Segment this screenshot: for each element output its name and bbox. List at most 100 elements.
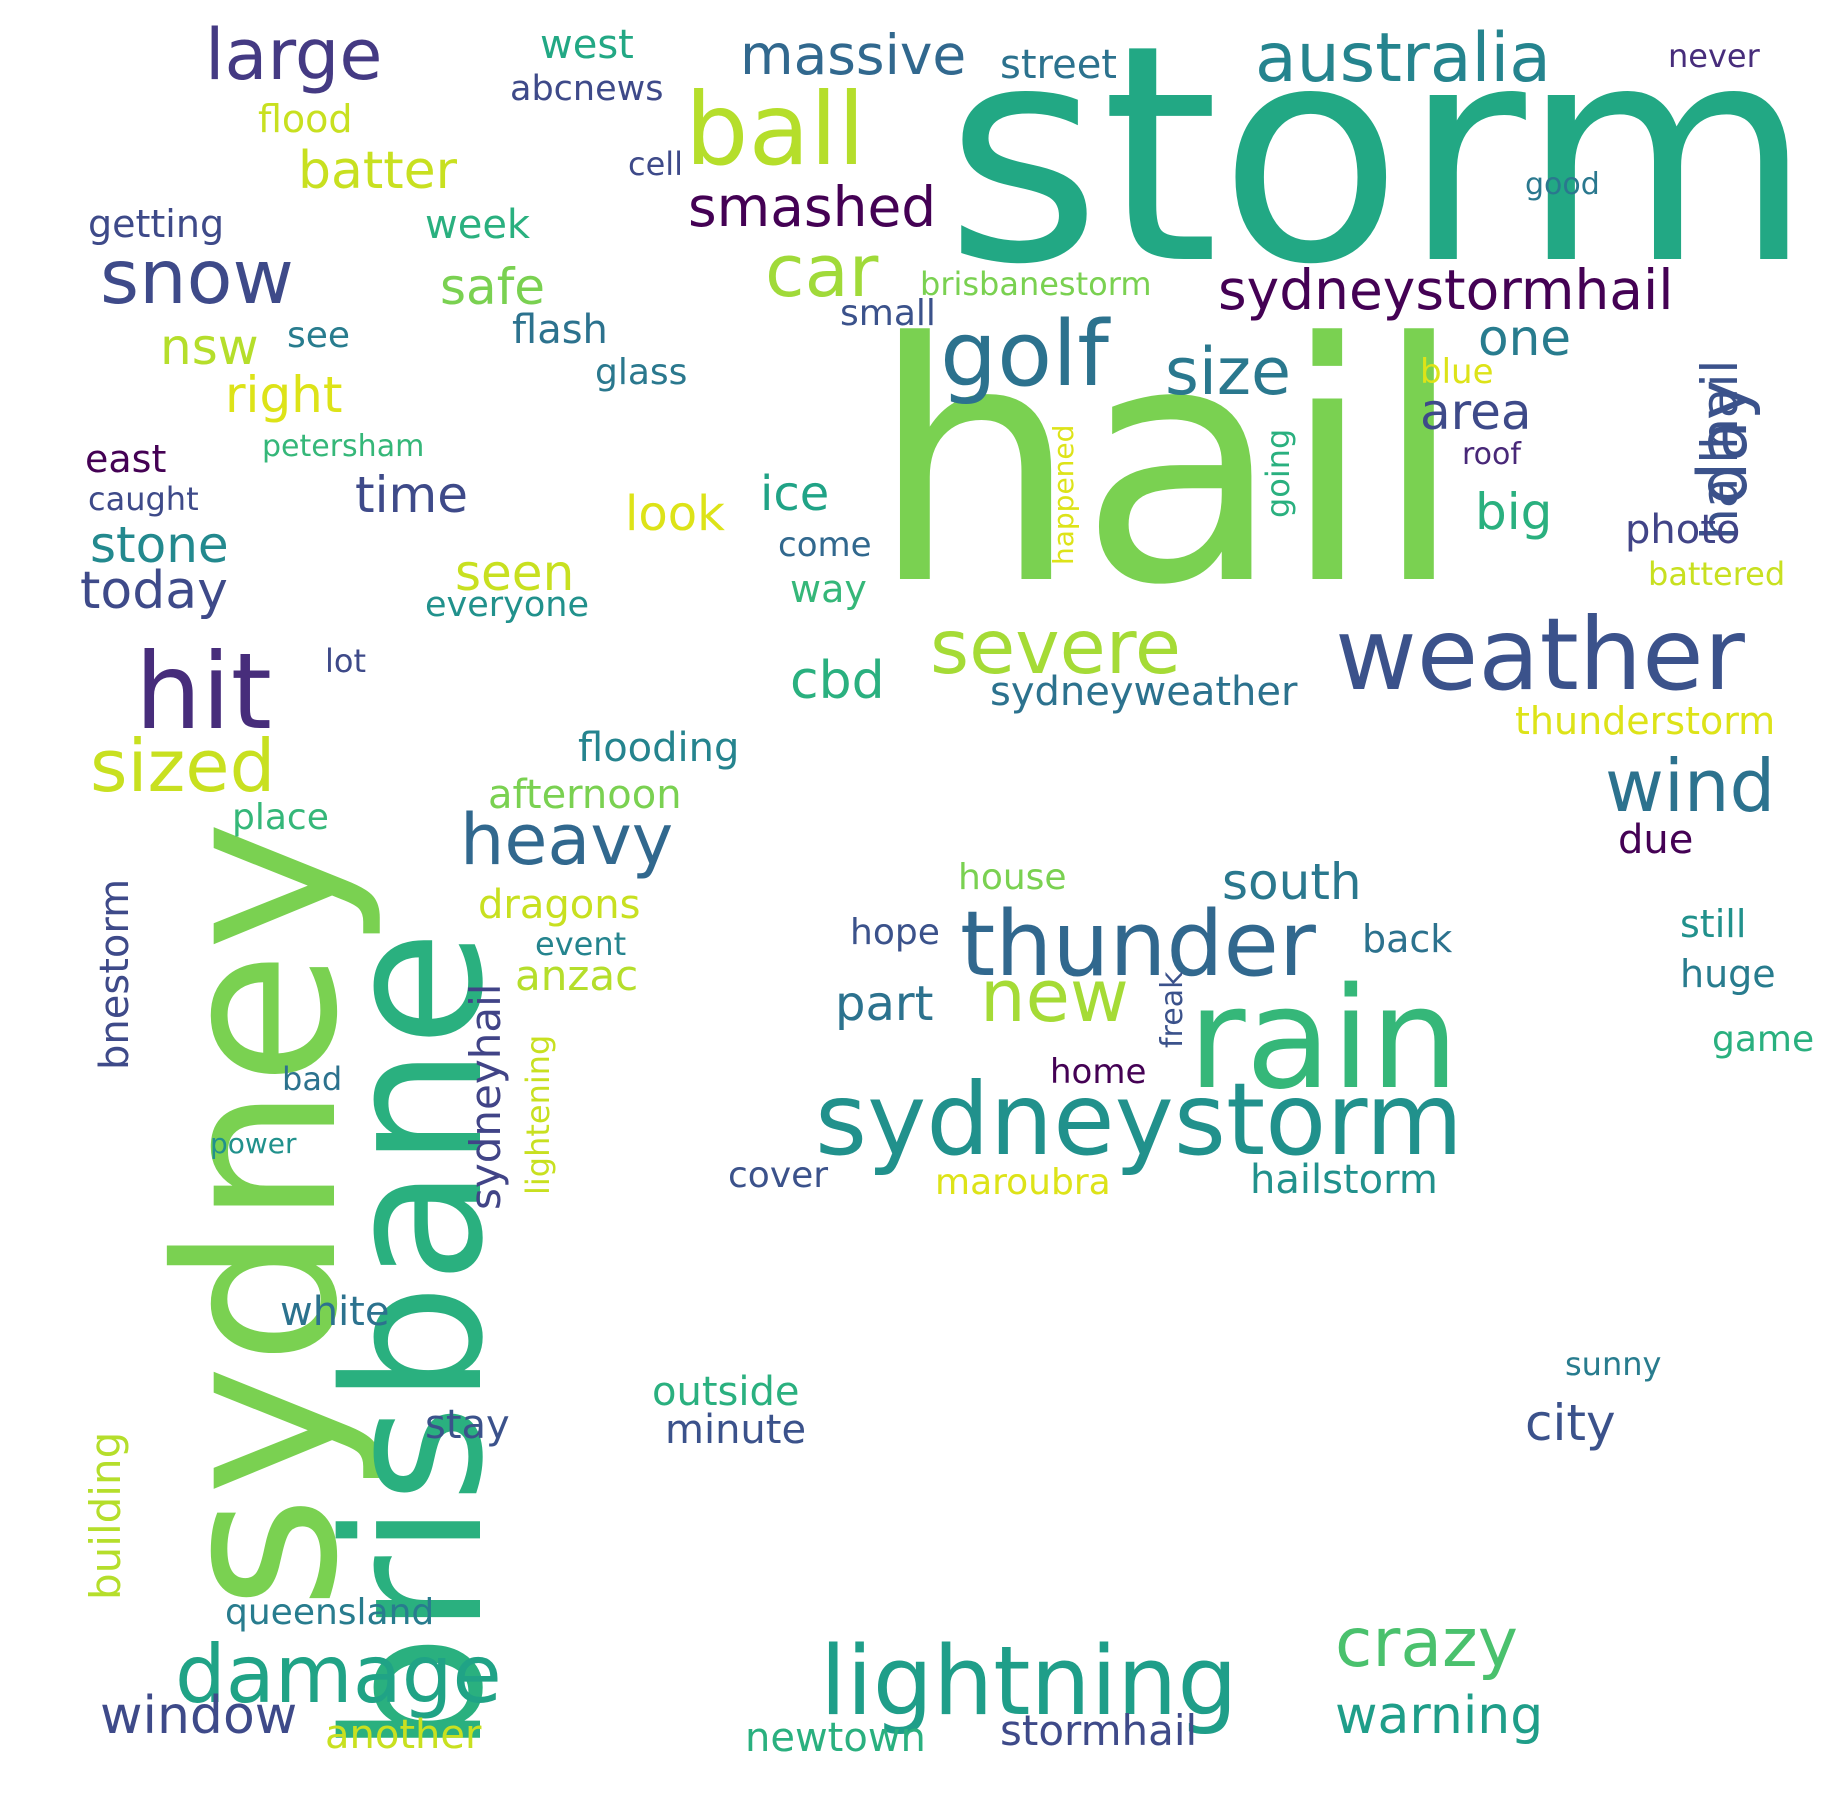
cloud-word: street (1000, 42, 1117, 88)
cloud-word: cbd (790, 651, 885, 711)
cloud-word: ball (685, 71, 866, 188)
cloud-word: crazy (1335, 1604, 1518, 1683)
cloud-word: newtown (745, 1715, 926, 1761)
cloud-word: place (232, 797, 329, 838)
cloud-word: game (1712, 1019, 1815, 1060)
cloud-word: outside (652, 1369, 800, 1415)
cloud-word: hail (870, 273, 1465, 657)
cloud-word: white (280, 1289, 390, 1335)
cloud-word: never (1668, 37, 1760, 75)
cloud-word: back (1362, 917, 1453, 961)
cloud-word: huge (1680, 952, 1776, 996)
cloud-word: hit (135, 631, 272, 753)
cloud-word: caught (88, 480, 199, 518)
cloud-word: hailstorm (1250, 1157, 1438, 1203)
cloud-word: bnestorm (92, 878, 138, 1070)
cloud-word: dragons (478, 882, 641, 928)
cloud-word: lightning (820, 1627, 1238, 1737)
cloud-word: weather (1335, 596, 1745, 713)
cloud-word: power (210, 1127, 297, 1160)
cloud-word: glass (595, 352, 688, 393)
cloud-word: week (425, 202, 531, 248)
cloud-word: getting (88, 202, 225, 246)
cloud-word: lightening (519, 1034, 557, 1195)
cloud-word: stone (90, 516, 229, 574)
cloud-word: storm (945, 0, 1813, 330)
cloud-word: time (355, 466, 468, 524)
cloud-word: large (205, 14, 383, 96)
cloud-word: thunderstorm (1515, 699, 1776, 743)
cloud-word: thunder (960, 892, 1316, 997)
cloud-word: sydneyhail (461, 983, 510, 1210)
cloud-word: snow (100, 233, 294, 321)
cloud-word: going (1259, 428, 1297, 518)
cloud-word: sized (90, 724, 276, 808)
cloud-word: safe (440, 258, 546, 316)
cloud-word: house (958, 857, 1067, 898)
cloud-word: petersham (262, 429, 425, 464)
cloud-word: due (1618, 817, 1694, 863)
cloud-word: anzac (515, 951, 639, 1000)
cloud-word: ice (760, 466, 830, 522)
cloud-word: flood (258, 97, 353, 141)
cloud-word: size (1165, 335, 1292, 410)
cloud-word: warning (1335, 1686, 1544, 1746)
cloud-word: car (765, 229, 879, 313)
cloud-word: one (1478, 309, 1572, 367)
cloud-word: damage (175, 1628, 502, 1721)
cloud-word: sydneyweather (990, 669, 1298, 715)
cloud-word: east (85, 437, 167, 481)
cloud-word: event (535, 925, 627, 963)
cloud-word: window (100, 1686, 298, 1746)
cloud-word: golf (940, 302, 1109, 407)
cloud-word: hope (850, 912, 940, 953)
cloud-word: sydneystorm (815, 1061, 1464, 1178)
cloud-word: queensland (225, 1592, 435, 1633)
cloud-word: sunny (1565, 1345, 1662, 1383)
cloud-word: sydneystormhail (1218, 258, 1674, 322)
cloud-word: severe (930, 603, 1182, 691)
cloud-word: photo (1625, 507, 1741, 553)
cloud-word: maroubra (935, 1162, 1111, 1203)
cloud-word: battered (1648, 555, 1786, 593)
cloud-word: home (1050, 1052, 1147, 1092)
cloud-word: south (1222, 853, 1362, 911)
cloud-word: right (225, 366, 343, 424)
cloud-word: come (778, 525, 872, 565)
cloud-word: big (1475, 483, 1553, 541)
cloud-word: batter (298, 141, 458, 201)
cloud-word: see (287, 315, 351, 356)
cloud-word: wind (1605, 744, 1776, 828)
cloud-word: part (835, 976, 934, 1032)
cloud-word: good (1525, 167, 1600, 202)
cloud-word: city (1525, 1394, 1616, 1452)
cloud-word: lot (325, 642, 367, 680)
cloud-word: way (790, 567, 867, 611)
cloud-word: happened (1047, 424, 1080, 565)
cloud-word: roof (1462, 437, 1521, 472)
cloud-word: massive (740, 23, 967, 87)
cloud-word: afternoon (488, 772, 682, 818)
cloud-word: stay (425, 1402, 510, 1448)
cloud-word: flooding (578, 725, 740, 771)
cloud-word: cell (628, 145, 684, 183)
cloud-word: abcnews (510, 69, 664, 109)
cloud-word: nsw (160, 318, 259, 376)
cloud-word: stormhail (1000, 1706, 1198, 1755)
cloud-word: bad (282, 1060, 343, 1098)
cloud-word: flash (512, 307, 608, 353)
cloud-word: building (81, 1431, 130, 1600)
cloud-word: new (980, 954, 1129, 1038)
cloud-word: freak (1155, 971, 1190, 1048)
cloud-word: another (325, 1712, 482, 1758)
cloud-word: seen (455, 544, 575, 602)
cloud-word: small (840, 293, 936, 334)
cloud-word: heavy (460, 799, 674, 881)
cloud-word: smashed (688, 175, 937, 239)
cloud-word: still (1680, 902, 1747, 946)
cloud-word: rain (1188, 958, 1459, 1121)
cloud-word: area (1420, 383, 1532, 441)
cloud-word: cover (728, 1155, 829, 1196)
cloud-word: minute (665, 1407, 807, 1453)
